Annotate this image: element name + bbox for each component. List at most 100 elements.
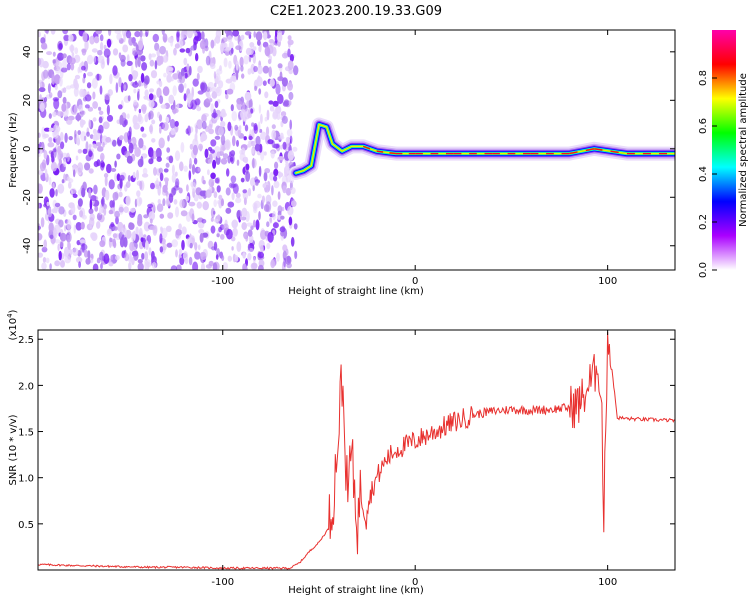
noise-blob (270, 150, 275, 159)
noise-blob (267, 58, 272, 65)
noise-blob (125, 30, 132, 39)
noise-blob (68, 181, 72, 189)
noise-blob (109, 237, 113, 243)
noise-blob (180, 142, 185, 153)
noise-blob (236, 159, 240, 166)
noise-blob (49, 234, 54, 240)
noise-blob (220, 121, 226, 128)
noise-blob (106, 163, 112, 174)
noise-blob (151, 138, 156, 143)
noise-blob (181, 226, 187, 235)
noise-blob (155, 184, 160, 190)
noise-blob (245, 163, 250, 171)
noise-blob (211, 112, 218, 118)
noise-blob (247, 252, 252, 261)
noise-blob (80, 119, 86, 126)
colorbar-tick-label: 0.6 (698, 118, 709, 134)
noise-blob (159, 213, 165, 219)
noise-blob (84, 162, 91, 171)
noise-blob (107, 228, 112, 235)
noise-blob (159, 126, 162, 134)
snr-x-ticks: -100 0 100 (211, 330, 617, 588)
noise-blob (48, 222, 54, 233)
noise-blob (60, 67, 68, 73)
noise-blob (98, 110, 104, 116)
noise-blob (191, 164, 196, 175)
noise-blob (138, 108, 142, 114)
noise-blob (119, 114, 124, 125)
snr-panel: -100 0 100 0.5 1.0 1.5 2.0 2.5 Height of strai… (6, 309, 676, 596)
noise-blob (77, 198, 83, 207)
noise-blob (96, 146, 104, 152)
noise-blob (67, 242, 71, 250)
noise-blob (255, 219, 260, 231)
noise-blob (257, 65, 263, 75)
noise-blob (239, 56, 244, 67)
noise-blob (184, 72, 188, 79)
noise-blob (249, 42, 255, 48)
noise-blob (82, 77, 86, 84)
noise-blob (138, 80, 142, 87)
noise-blob (131, 250, 139, 257)
noise-blob (225, 187, 231, 196)
noise-blob (266, 30, 270, 39)
noise-blob (143, 214, 149, 219)
noise-blob (136, 169, 139, 181)
noise-blob (184, 257, 189, 265)
noise-blob (131, 64, 134, 75)
noise-blob (127, 175, 131, 182)
noise-blob (129, 241, 135, 252)
noise-blob (260, 131, 267, 140)
noise-blob (236, 139, 239, 147)
noise-blob (220, 198, 224, 207)
noise-blob (180, 68, 185, 77)
noise-blob (213, 191, 218, 199)
noise-blob (59, 77, 63, 87)
noise-blob (167, 135, 170, 142)
noise-blob (86, 82, 92, 89)
noise-blob (95, 142, 102, 147)
noise-blob (74, 47, 79, 55)
noise-blob (134, 147, 141, 158)
noise-blob (99, 85, 103, 95)
noise-blob (56, 111, 64, 117)
noise-blob (214, 100, 219, 108)
noise-blob (230, 236, 236, 242)
colorbar-tick-label: 0.8 (698, 70, 709, 86)
noise-blob (108, 179, 115, 190)
noise-blob (280, 144, 283, 150)
noise-blob (160, 104, 167, 109)
noise-blob (88, 208, 94, 215)
noise-blob (90, 232, 97, 240)
noise-blob (148, 93, 154, 101)
noise-blob (112, 139, 117, 147)
noise-blob (105, 189, 110, 201)
noise-blob (244, 31, 252, 36)
noise-blob (72, 193, 78, 198)
noise-blob (235, 197, 242, 204)
noise-blob (114, 160, 117, 168)
noise-blob (150, 53, 157, 58)
noise-blob (183, 93, 187, 102)
noise-blob (99, 206, 102, 216)
noise-blob (276, 252, 280, 262)
noise-blob (198, 229, 205, 234)
noise-blob (79, 239, 86, 244)
signal-peak-dash (389, 152, 397, 155)
noise-blob (166, 67, 174, 72)
noise-blob (128, 262, 132, 270)
noise-blob (100, 160, 105, 171)
noise-blob (75, 134, 80, 145)
noise-blob (260, 245, 264, 253)
noise-blob (109, 73, 113, 85)
noise-blob (175, 206, 179, 218)
noise-blob (43, 150, 48, 160)
noise-blob (179, 257, 185, 266)
noise-blob (269, 217, 272, 222)
noise-blob (141, 252, 145, 260)
noise-blob (88, 119, 91, 129)
noise-blob (156, 80, 162, 85)
noise-blob (135, 57, 138, 68)
noise-blob (98, 106, 102, 111)
noise-blob (239, 152, 246, 161)
